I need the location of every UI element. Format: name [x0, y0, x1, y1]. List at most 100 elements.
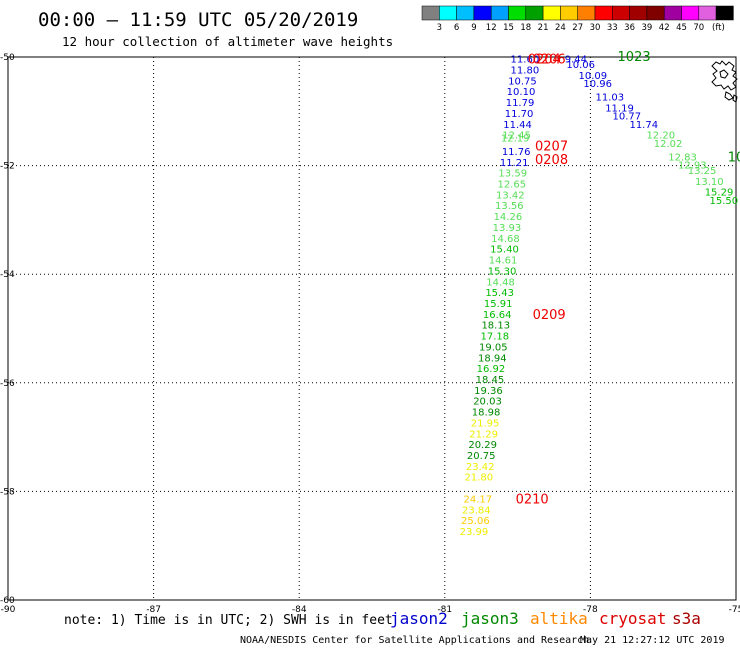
wave-height-label: 11.74 [629, 120, 658, 131]
pass-time-label: 1023 [618, 50, 651, 65]
wave-height-label: 11.76 [502, 147, 531, 158]
y-tick-label: -50 [0, 53, 15, 63]
wave-height-label: 13.10 [695, 177, 724, 188]
wave-height-label: 15.91 [484, 299, 513, 310]
wave-height-label: 10.10 [507, 87, 536, 98]
wave-height-label: 14.48 [486, 277, 515, 288]
satellite-tracks: 11.6011.8010.7510.1011.7911.7011.4412.45… [460, 55, 739, 538]
x-tick-label: -75 [729, 605, 740, 615]
colorbar-label: 15 [503, 23, 514, 33]
colorbar-swatch [490, 5, 509, 21]
x-tick-label: -84 [292, 605, 307, 615]
footer-credit: NOAA/NESDIS Center for Satellite Applica… [240, 635, 589, 646]
colorbar-swatch [439, 5, 457, 21]
wave-height-label: 11.80 [511, 65, 540, 76]
footer-timestamp: May 21 12:27:12 UTC 2019 [580, 635, 725, 646]
wave-height-label: 15.40 [490, 245, 519, 256]
wave-height-label: 11.79 [506, 98, 535, 109]
wave-height-label: 11.70 [505, 109, 534, 120]
colorbar-swatch [698, 5, 717, 21]
y-tick-label: -60 [0, 596, 15, 606]
pass-time-label: 0206 [533, 53, 566, 68]
wave-height-label: 12.65 [497, 180, 526, 191]
wave-height-label: 15.30 [488, 266, 517, 277]
wave-height-label: 15.50 [710, 196, 739, 207]
wave-height-label: 13.56 [495, 201, 524, 212]
wave-height-label: 14.26 [494, 212, 523, 223]
wave-height-label: 12.93 [678, 161, 707, 172]
pass-time-label: 0207 [535, 140, 568, 155]
legend-jason2: jason2 [390, 609, 448, 628]
colorbar-label: 45 [676, 23, 687, 33]
wave-height-label: 21.80 [464, 473, 493, 484]
wave-height-label: 12.19 [501, 133, 530, 144]
wave-height-label: 10.96 [583, 79, 612, 90]
wave-height-label: 13.93 [493, 223, 522, 234]
wave-height-label: 21.95 [471, 418, 500, 429]
wave-height-label: 14.61 [489, 256, 518, 267]
colorbar-label: 24 [555, 23, 566, 33]
wave-height-label: 10.77 [612, 112, 641, 123]
colorbar-label: 36 [624, 23, 635, 33]
legend-s3a: s3a [672, 609, 701, 628]
wave-height-label: 18.94 [478, 353, 507, 364]
wave-height-label: 23.84 [462, 505, 491, 516]
colorbar-label: 18 [520, 23, 531, 33]
wave-height-label: 10.75 [508, 76, 537, 87]
colorbar-label: 27 [572, 23, 583, 33]
wave-height-label: 18.45 [476, 375, 505, 386]
legend-cryosat: cryosat [599, 609, 666, 628]
colorbar-swatch [508, 5, 527, 21]
axis-ticks: -90 -87 -84 -81 -78 -75 -50 -52 -54 -56 -58 -60 [0, 53, 740, 615]
colorbar-unit-label: (ft) [712, 23, 725, 33]
pass-time-label: 10 [728, 150, 740, 165]
pass-time-label: 0210 [516, 492, 549, 507]
wave-height-label: 15.29 [705, 188, 734, 199]
wave-height-label: 24.17 [463, 494, 492, 505]
wave-height-label: 20.29 [468, 440, 497, 451]
x-tick-label: -78 [583, 605, 598, 615]
wave-height-label: 23.42 [466, 462, 495, 473]
colorbar-label: 21 [538, 23, 549, 33]
wave-height-label: 11.44 [503, 120, 532, 131]
wave-height-label: 14.68 [491, 234, 520, 245]
colorbar-label: 30 [590, 23, 601, 33]
pass-time-label: 0209 [533, 308, 566, 323]
legend-jason3: jason3 [461, 609, 519, 628]
x-tick-label: -87 [146, 605, 161, 615]
wave-height-label: 12.02 [654, 139, 683, 150]
wave-height-label: 13.25 [688, 166, 717, 177]
colorbar-swatch [629, 5, 648, 21]
wave-height-label: 16.64 [483, 310, 512, 321]
colorbar-swatch [646, 5, 665, 21]
pass-time-label: 0204 [528, 53, 561, 68]
wave-height-label: 12.83 [668, 152, 697, 163]
colorbar-swatch [681, 5, 700, 21]
colorbar-swatch [456, 5, 475, 21]
colorbar: 3 6 9 12 15 18 21 24 27 30 33 36 39 42 45 70 [421, 5, 734, 33]
wave-height-label: 18.98 [472, 408, 501, 419]
wave-height-label: 13.59 [498, 169, 527, 180]
wave-height-label: 18.13 [481, 321, 510, 332]
wave-height-label: 15.43 [485, 288, 514, 299]
wave-height-label: 11.19 [605, 103, 634, 114]
colorbar-label: 42 [659, 23, 670, 33]
wave-height-label: 19.05 [479, 342, 508, 353]
wave-height-label: 10.09 [579, 71, 608, 82]
colorbar-label: 3 [437, 23, 442, 33]
wave-height-label: 20.75 [467, 451, 496, 462]
wave-height-label: 12.45 [502, 131, 531, 142]
pass-time-label: 0208 [535, 153, 568, 168]
colorbar-label: 12 [486, 23, 497, 33]
wave-height-label: 11.03 [595, 93, 624, 104]
wave-height-label: 19.36 [474, 386, 503, 397]
y-tick-label: -52 [0, 162, 15, 172]
x-tick-label: -90 [1, 605, 16, 615]
wave-height-label: 13.42 [496, 190, 525, 201]
wave-height-label: 10.06 [566, 60, 595, 71]
colorbar-swatch [594, 5, 613, 21]
map-frame [7, 56, 737, 601]
grid [8, 57, 736, 600]
